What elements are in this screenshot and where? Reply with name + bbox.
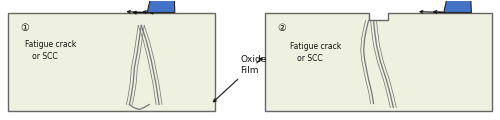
Text: Fatigue crack
   or SCC: Fatigue crack or SCC (290, 42, 341, 63)
Text: ①: ① (20, 23, 30, 33)
Polygon shape (265, 13, 492, 111)
Text: Oxide
Film: Oxide Film (214, 55, 266, 102)
Text: ②: ② (278, 23, 286, 33)
Text: Fatigue crack
   or SCC: Fatigue crack or SCC (24, 40, 76, 61)
Polygon shape (444, 0, 471, 13)
Polygon shape (147, 0, 175, 13)
Bar (8, 13, 216, 111)
